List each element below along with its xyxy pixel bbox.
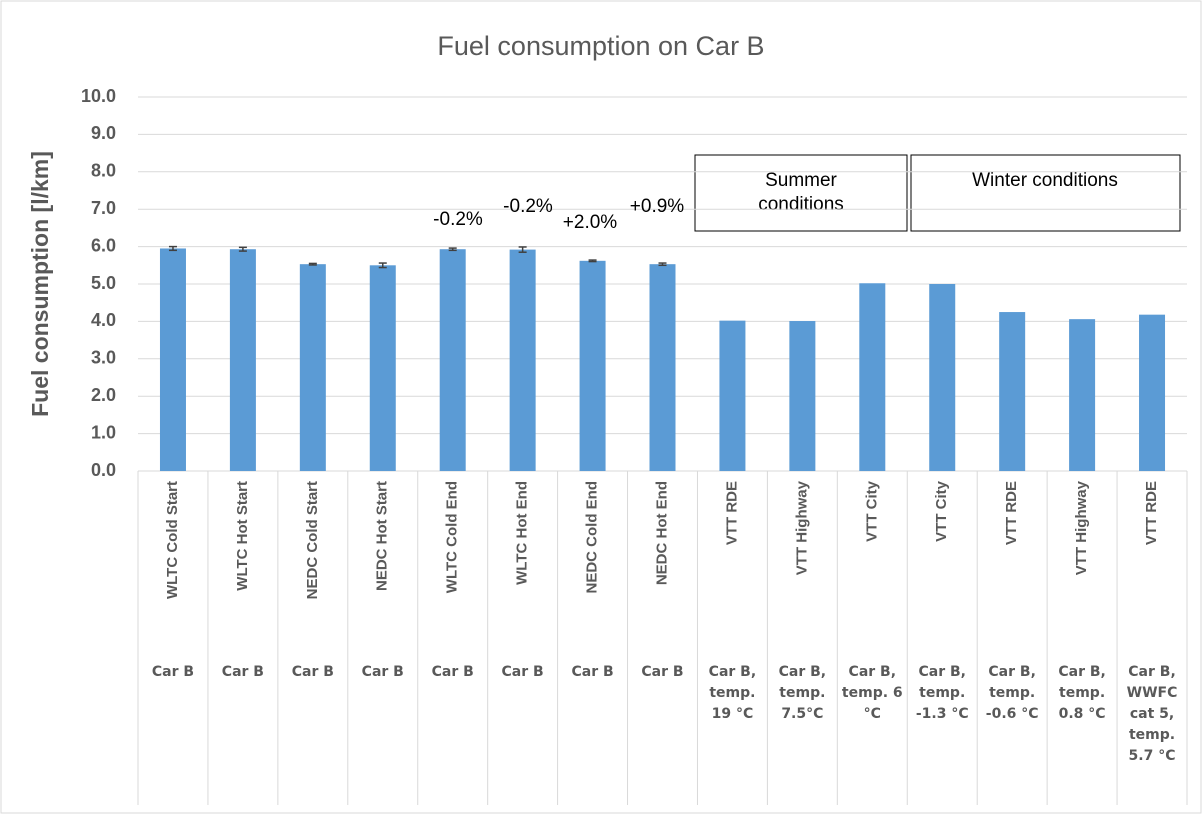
x-tick-label: WLTC Cold Start [164, 481, 181, 599]
error-bar [378, 262, 387, 269]
error-bar [518, 246, 527, 253]
error-bar [168, 245, 177, 252]
x-tick-label: VTT City [933, 480, 950, 541]
condition-label: Winter conditions [972, 170, 1118, 191]
chart-title: Fuel consumption on Car B [437, 31, 764, 61]
condition-box [910, 154, 1181, 232]
group-label: Car B [641, 664, 684, 680]
group-label: Car B, temp. 6 °C [841, 664, 903, 722]
bar [509, 249, 536, 471]
group-label: Car B, temp. -0.6 °C [985, 664, 1039, 722]
annotation: -0.2% [503, 196, 553, 217]
y-tick-label: 7.0 [91, 198, 116, 218]
group-label: Car B [571, 664, 614, 680]
group-label: Car B [501, 664, 544, 680]
bar [1139, 314, 1166, 471]
y-tick-label: 3.0 [91, 348, 116, 368]
bar [369, 265, 396, 471]
error-bar [238, 246, 247, 252]
group-label: Car B, temp. 0.8 °C [1058, 664, 1106, 722]
bar [859, 283, 886, 471]
group-label: Car B, WWFC cat 5, temp. 5.7 °C [1126, 664, 1178, 764]
bar [649, 264, 676, 471]
error-bar [308, 262, 317, 266]
x-tick-label: VTT RDE [1143, 481, 1160, 545]
x-tick-label: NEDC Cold End [584, 481, 601, 594]
bar [229, 249, 256, 471]
group-label: Car B, temp. -1.3 °C [915, 664, 969, 722]
error-bar [588, 259, 597, 263]
error-bar [658, 262, 667, 267]
group-label: Car B [151, 664, 195, 680]
group-label: Car B, temp. 19 °C [708, 664, 757, 722]
x-tick-label: VTT City [863, 480, 880, 541]
x-tick-label: NEDC Hot Start [374, 481, 391, 591]
bar [439, 249, 466, 471]
group-label: Car B [221, 664, 264, 680]
bar [299, 264, 326, 471]
y-tick-label: 4.0 [91, 310, 116, 330]
bar [789, 321, 816, 471]
x-tick-label: NEDC Cold Start [304, 481, 321, 599]
x-tick-label: VTT RDE [723, 481, 740, 545]
x-tick-label: VTT Highway [793, 480, 810, 575]
bar [929, 284, 956, 471]
y-tick-label: 9.0 [91, 123, 116, 143]
y-tick-label: 0.0 [91, 460, 116, 480]
x-tick-label: VTT RDE [1003, 481, 1020, 545]
x-tick-label: WLTC Hot End [514, 481, 531, 585]
annotation: +0.9% [630, 196, 685, 217]
y-tick-label: 6.0 [91, 235, 116, 255]
group-label: Car B [291, 664, 334, 680]
bar [1069, 319, 1096, 471]
bar [159, 248, 186, 471]
y-tick-label: 2.0 [91, 385, 116, 405]
condition-box [694, 154, 908, 232]
x-tick-label: NEDC Hot End [653, 481, 670, 585]
condition-label: Summer conditions [758, 170, 844, 215]
x-tick-label: WLTC Hot Start [234, 481, 251, 591]
x-tick-label: VTT Highway [1073, 480, 1090, 575]
bar [999, 312, 1026, 471]
y-tick-label: 10.0 [81, 86, 116, 106]
annotation: -0.2% [433, 209, 483, 230]
bar [719, 320, 746, 471]
x-tick-label: WLTC Cold End [444, 481, 461, 593]
annotation: +2.0% [563, 212, 618, 233]
y-tick-label: 8.0 [91, 161, 116, 181]
bar [579, 260, 606, 471]
y-axis-label: Fuel consumption [l/km] [27, 151, 53, 417]
group-label: Car B [431, 664, 474, 680]
y-tick-label: 5.0 [91, 273, 116, 293]
error-bar [448, 247, 457, 252]
y-tick-label: 1.0 [91, 422, 116, 442]
group-label: Car B [361, 664, 404, 680]
group-label: Car B, temp. 7.5°C [778, 664, 827, 722]
